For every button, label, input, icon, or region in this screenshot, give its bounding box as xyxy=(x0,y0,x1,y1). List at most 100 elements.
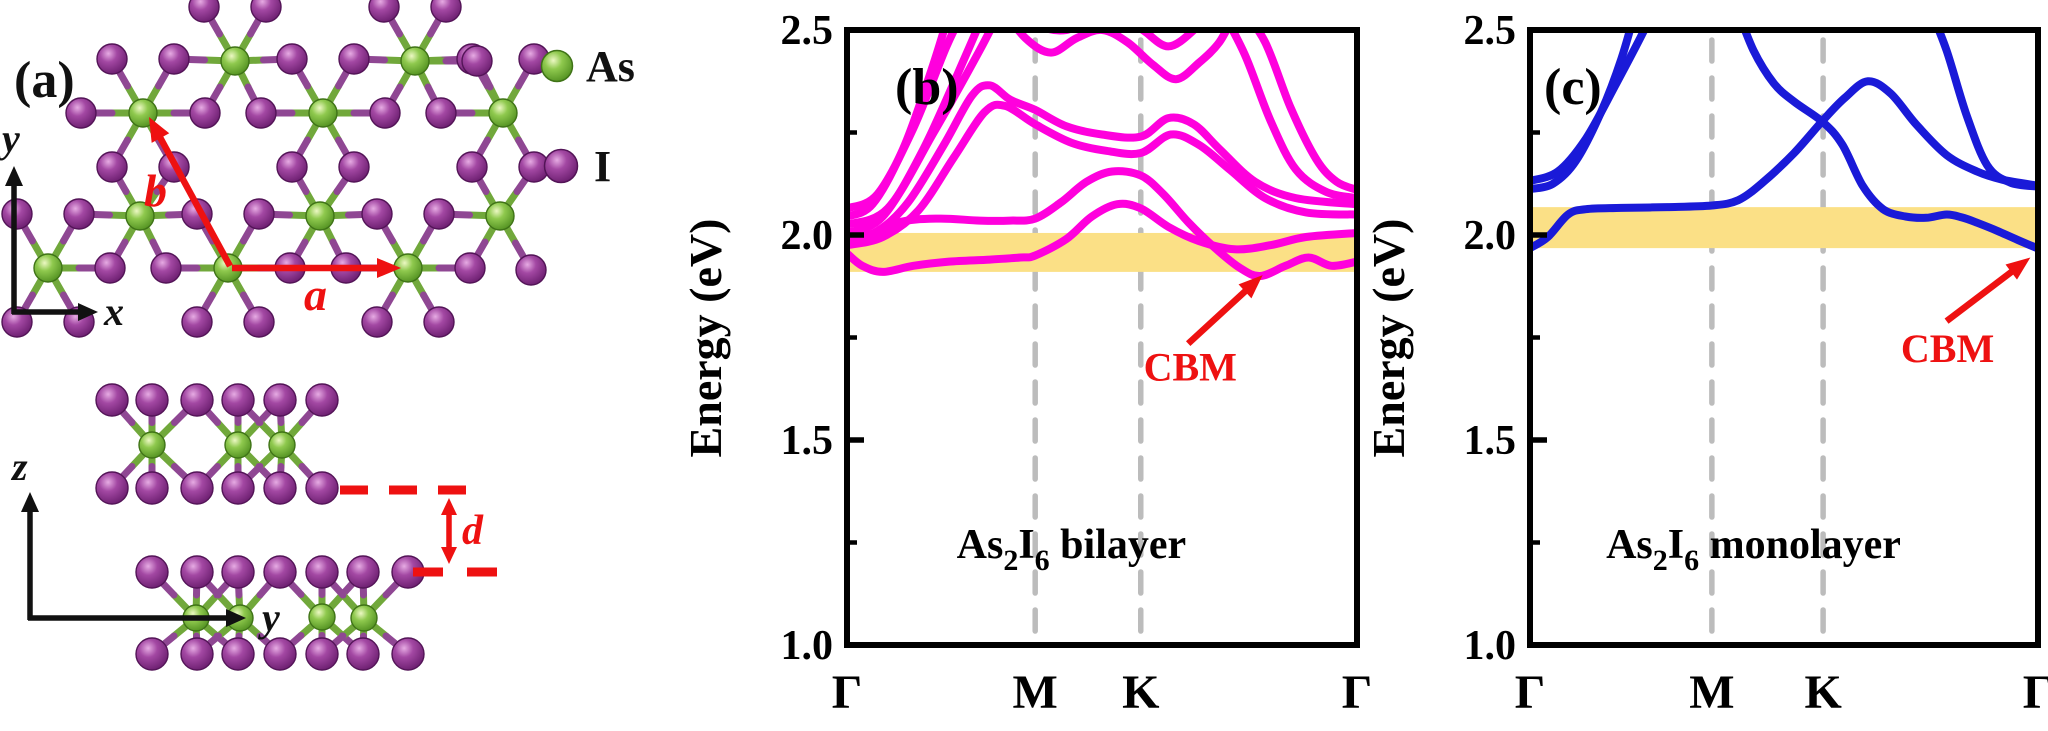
i-atom xyxy=(305,383,339,417)
i-atom xyxy=(456,151,488,183)
cbm-label: CBM xyxy=(1901,326,1994,371)
x-tick-label: Γ xyxy=(832,666,863,719)
i-atom xyxy=(361,198,393,230)
i-atom xyxy=(245,97,277,129)
i-atom xyxy=(263,471,297,505)
interlayer-distance-d-label: d xyxy=(462,508,484,554)
i-atom xyxy=(243,306,275,338)
lattice-vector-arrow-head xyxy=(377,258,401,278)
bands-group xyxy=(847,33,1357,280)
i-atom xyxy=(276,151,308,183)
i-atom xyxy=(180,555,214,589)
i-atom xyxy=(243,198,275,230)
as-atom xyxy=(400,46,430,76)
bands-group xyxy=(1530,33,2038,253)
i-atom xyxy=(454,252,486,284)
band-structure-panels: 1.0 1.5 2.0 2.5 Γ M K Γ Energy (eV) (b) As2​I6​ bi… xyxy=(680,8,2048,719)
plot-title: As2​I6​ bilayer xyxy=(957,522,1187,577)
i-atom xyxy=(135,637,169,671)
band-panel-(b): 1.0 1.5 2.0 2.5 Γ M K Γ Energy (eV) (b) As2​I6​ bi… xyxy=(680,8,1373,719)
i-atom xyxy=(263,555,297,589)
i-atom xyxy=(221,383,255,417)
i-atom xyxy=(135,471,169,505)
i-atom xyxy=(95,383,129,417)
y-tick-label: 1.5 xyxy=(1464,418,1517,464)
band-line xyxy=(1048,33,1197,51)
x-tick-label: Γ xyxy=(2023,666,2048,719)
legend-as-label: As xyxy=(586,42,635,91)
i-atom xyxy=(263,383,297,417)
x-tick-label: K xyxy=(1804,666,1841,719)
i-atom xyxy=(180,471,214,505)
axis-y-label-top-view: y xyxy=(0,116,20,161)
as-atom xyxy=(308,98,338,128)
i-atom xyxy=(221,637,255,671)
legend-i-label: I xyxy=(594,142,611,191)
i-atom xyxy=(135,555,169,589)
i-atom xyxy=(423,306,455,338)
y-tick-label: 1.0 xyxy=(781,623,834,669)
interlayer-distance-arrow-head xyxy=(441,498,457,515)
coordinate-axis-arrow-head xyxy=(5,166,23,186)
i-atom xyxy=(180,637,214,671)
as-atom xyxy=(125,201,155,231)
coordinate-axis-arrow-head xyxy=(78,303,98,321)
i-atom xyxy=(305,471,339,505)
as-atom xyxy=(350,604,378,632)
i-atom xyxy=(135,383,169,417)
plot-title: As2​I6​ monolayer xyxy=(1606,522,1901,577)
band-line xyxy=(1935,33,2038,191)
coordinate-axis-arrow-head xyxy=(226,609,246,627)
y-tick-label: 1.5 xyxy=(781,418,834,464)
band-line xyxy=(1741,33,2038,253)
i-atom xyxy=(188,0,220,23)
i-atom xyxy=(515,254,547,286)
i-atom xyxy=(338,151,370,183)
as-atom xyxy=(33,253,63,283)
axis-x-label-top-view: x xyxy=(103,289,124,334)
panel-a-label: (a) xyxy=(14,52,75,109)
band-line xyxy=(1015,33,1230,84)
legend-as-sphere xyxy=(540,49,574,83)
i-atom xyxy=(346,555,380,589)
axis-z-label-side-view: z xyxy=(10,444,28,489)
cbm-arrow-shaft xyxy=(1944,263,2021,324)
band-line xyxy=(847,199,1357,276)
cbm-arrow-shaft xyxy=(1185,282,1255,347)
y-tick-label: 2.0 xyxy=(781,213,834,259)
lattice-vector-a-label: a xyxy=(304,269,327,320)
band-line xyxy=(847,33,994,229)
i-atom xyxy=(158,43,190,75)
i-atom xyxy=(63,198,95,230)
i-atom xyxy=(150,252,182,284)
cbm-arrow-head xyxy=(2005,257,2031,280)
as-atom xyxy=(138,431,166,459)
x-tick-label: Γ xyxy=(1342,666,1373,719)
band-panel-(c): 1.0 1.5 2.0 2.5 Γ M K Γ Energy (eV) (c) As2​I6​ mo… xyxy=(1363,8,2048,719)
x-tick-label: Γ xyxy=(1515,666,1546,719)
i-atom xyxy=(276,43,308,75)
i-atom xyxy=(263,637,297,671)
as-atom xyxy=(220,46,250,76)
i-atom xyxy=(368,0,400,23)
i-atom xyxy=(250,0,282,23)
side-view-atoms xyxy=(95,383,425,671)
axis-y-label-side-view: y xyxy=(258,595,280,640)
y-tick-label: 2.0 xyxy=(1464,213,1517,259)
i-atom xyxy=(180,383,214,417)
as-atom xyxy=(224,431,252,459)
i-atom xyxy=(95,471,129,505)
cbm-arrow-head xyxy=(1238,275,1263,299)
y-axis-label: Energy (eV) xyxy=(680,219,731,458)
i-atom xyxy=(430,0,462,23)
interlayer-distance-arrow-head xyxy=(441,547,457,564)
panel-label: (c) xyxy=(1544,59,1602,116)
i-atom xyxy=(181,306,213,338)
x-tick-label: K xyxy=(1122,666,1159,719)
x-tick-label: M xyxy=(1013,666,1058,719)
i-atom xyxy=(338,43,370,75)
i-atom xyxy=(65,97,97,129)
i-atom xyxy=(96,43,128,75)
y-tick-label: 2.5 xyxy=(781,8,834,54)
